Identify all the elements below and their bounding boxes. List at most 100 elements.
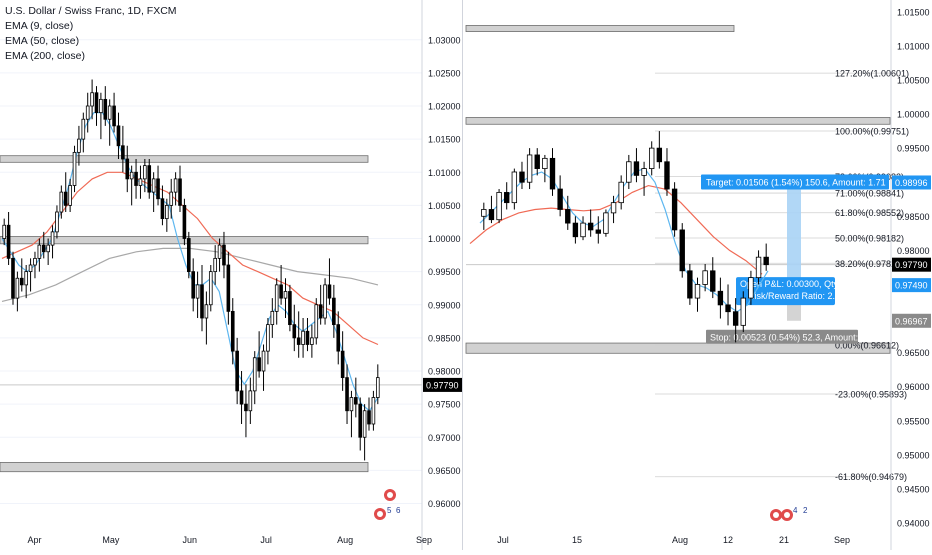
candle	[261, 344, 266, 391]
candle	[626, 154, 632, 190]
candle-body	[191, 271, 196, 299]
candle	[46, 238, 50, 265]
y-tick-label: 0.96500	[428, 466, 461, 476]
candle	[732, 298, 739, 343]
long-position-tool: Target: 0.01506 (1.54%) 150.6, Amount: 1…	[701, 174, 889, 344]
candle	[671, 182, 678, 237]
y-tick-label: 0.97500	[428, 400, 461, 410]
candle	[270, 298, 275, 338]
candle-body	[208, 271, 213, 306]
candle-body	[755, 256, 762, 279]
right-time-axis: Jul 15 Aug 12 21 Sep	[497, 535, 850, 545]
candle-body	[129, 171, 134, 180]
stop-price-label: 0.96967	[895, 316, 928, 326]
candle	[129, 165, 134, 206]
candle	[371, 390, 376, 431]
candle-body	[694, 284, 701, 299]
candle-body	[549, 157, 556, 190]
event-badge	[374, 508, 386, 520]
symbol-title[interactable]: U.S. Dollar / Swiss Franc, 1D, FXCM	[5, 5, 177, 17]
stop-label-box	[706, 329, 858, 344]
candle	[2, 218, 7, 246]
candle	[81, 112, 86, 153]
y-tick-label: 1.02500	[428, 68, 461, 78]
legend-ema-9[interactable]: EMA (9, close)	[5, 20, 74, 32]
candle-body	[504, 192, 510, 204]
y-tick-label: 0.95500	[897, 416, 930, 426]
candle-body	[310, 337, 314, 345]
candle-body	[68, 185, 72, 206]
sr-zone	[0, 462, 369, 473]
candle-body	[740, 297, 746, 326]
candle	[230, 298, 235, 365]
stop-label-text: Stop: 0.00523 (0.54%) 52.3, Amount: 0.75	[710, 332, 878, 342]
candle	[296, 311, 301, 358]
candle	[252, 351, 257, 405]
candle-body	[160, 198, 165, 220]
candle	[534, 148, 540, 176]
candle-body	[266, 324, 270, 352]
target-price-tag	[892, 175, 931, 190]
candle	[235, 337, 239, 405]
candle-body	[671, 188, 678, 231]
candle-body	[362, 410, 367, 438]
candle	[28, 258, 33, 292]
candle-body	[63, 191, 68, 206]
y-tick-label: 1.02000	[428, 102, 461, 112]
y-tick-label: 1.01500	[897, 7, 930, 17]
candle	[33, 251, 37, 279]
candle	[169, 178, 174, 219]
candle-body	[318, 304, 323, 319]
candle	[59, 185, 64, 219]
event-circle-inner	[784, 512, 790, 518]
candle-body	[292, 324, 297, 339]
candle	[121, 125, 125, 173]
candle	[496, 189, 502, 224]
candle-body	[112, 105, 116, 127]
candle	[6, 212, 11, 265]
candle	[204, 291, 209, 345]
x-tick-label: Aug	[672, 535, 688, 545]
candle-body	[19, 277, 24, 286]
legend-ema-200[interactable]: EMA (200, close)	[5, 50, 85, 62]
candle	[165, 198, 169, 232]
candle	[107, 99, 112, 146]
candle-body	[358, 403, 363, 438]
x-tick-label: May	[102, 535, 120, 545]
candle	[702, 264, 708, 292]
event-circle-inner	[773, 512, 779, 518]
current-price-label: 0.97790	[426, 380, 459, 390]
event-count: 4	[793, 506, 798, 515]
candle	[208, 265, 213, 312]
candle-body	[121, 145, 125, 160]
candle	[587, 209, 594, 237]
candle-body	[217, 244, 222, 259]
entry-price-tag	[892, 278, 931, 293]
candle-body	[664, 161, 670, 190]
candle	[725, 284, 731, 326]
candle	[94, 86, 99, 126]
candle-body	[33, 257, 37, 266]
candle-body	[165, 204, 169, 220]
candle	[511, 168, 518, 210]
sr-zone	[465, 25, 735, 32]
candle-body	[626, 161, 632, 183]
candle	[151, 172, 156, 212]
y-tick-label: 0.98000	[428, 367, 461, 377]
candle	[195, 271, 200, 318]
candle-body	[618, 181, 624, 204]
candle-body	[235, 350, 239, 392]
legend-ema-50[interactable]: EMA (50, close)	[5, 35, 80, 47]
candle-body	[15, 277, 20, 299]
candle	[358, 397, 363, 451]
candle	[367, 397, 371, 431]
candle	[354, 377, 358, 418]
candle-body	[270, 310, 275, 326]
candle	[345, 364, 349, 424]
candle-body	[301, 330, 305, 345]
candle-body	[24, 271, 28, 286]
candle	[679, 223, 685, 278]
candle-body	[248, 390, 253, 412]
y-tick-label: 0.97000	[428, 433, 461, 443]
